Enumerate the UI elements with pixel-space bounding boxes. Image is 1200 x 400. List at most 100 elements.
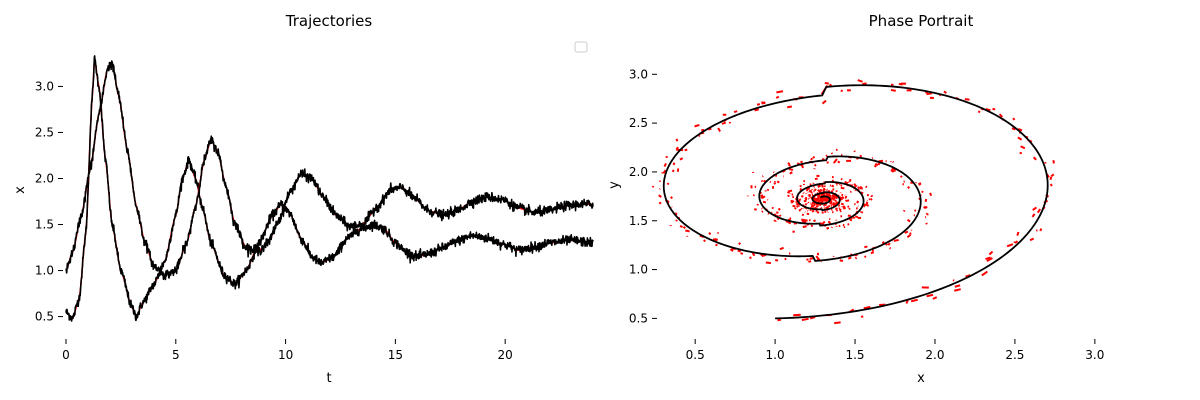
noisy-segment — [905, 299, 909, 304]
y-axis-label: y — [607, 181, 622, 189]
noisy-segment — [774, 219, 777, 223]
noisy-segment — [658, 201, 662, 205]
noisy-segment — [813, 163, 817, 167]
series-2-line — [65, 60, 594, 281]
noisy-segment — [753, 208, 757, 211]
noisy-segment — [800, 207, 803, 211]
noisy-segment — [835, 190, 838, 193]
noisy-segment — [816, 211, 820, 214]
noisy-segment — [801, 165, 805, 169]
noisy-segment — [771, 206, 774, 210]
noisy-segment — [859, 154, 863, 158]
noisy-segment — [954, 284, 961, 288]
noisy-segment — [822, 189, 826, 192]
noisy-segment — [906, 233, 912, 239]
noisy-segment — [840, 178, 843, 181]
noisy-segment — [842, 207, 846, 210]
noisy-segment — [788, 168, 794, 171]
noisy-segment — [907, 185, 911, 189]
noisy-segment — [775, 174, 778, 178]
x-tick-label: 2.5 — [1005, 348, 1024, 362]
noisy-segment — [986, 257, 993, 263]
noisy-segment — [799, 184, 802, 188]
noisy-segment — [1032, 206, 1038, 211]
noisy-segment — [789, 217, 792, 220]
noisy-segment — [778, 214, 782, 218]
noisy-segment — [1017, 128, 1023, 132]
noisy-segment — [810, 224, 814, 228]
noisy-segment — [808, 189, 812, 193]
noisy-segment — [811, 201, 814, 204]
y-tick-label: 1.5 — [629, 214, 648, 228]
noisy-segment — [823, 196, 826, 199]
noisy-segment — [846, 199, 850, 202]
noisy-segment — [808, 260, 812, 263]
x-tick-label: 0.5 — [686, 348, 705, 362]
noisy-segment — [808, 194, 812, 197]
noisy-segment — [754, 108, 759, 112]
noisy-segment — [873, 164, 877, 168]
noisy-segment — [802, 225, 807, 229]
noisy-segment — [811, 209, 815, 213]
noisy-segment — [779, 246, 784, 251]
noisy-segment — [877, 162, 881, 166]
noisy-segment — [1016, 231, 1020, 236]
noisy-segment — [802, 192, 805, 195]
noisy-segment — [822, 187, 826, 191]
x-tick-label: 3.0 — [1085, 348, 1104, 362]
noisy-segment — [903, 209, 906, 212]
noisy-segment — [921, 190, 924, 193]
noisy-segment — [788, 163, 792, 167]
noisy-segment — [853, 150, 856, 153]
noisy-segment — [1039, 228, 1043, 232]
noisy-segment — [833, 196, 836, 199]
noisy-segment — [769, 180, 772, 184]
noisy-segment — [788, 189, 793, 193]
noisy-segment — [909, 232, 912, 235]
noisy-segment — [830, 208, 833, 211]
noisy-segment — [658, 194, 662, 198]
noisy-segment — [773, 182, 777, 185]
noisy-segment — [697, 134, 701, 138]
y-tick-label: 0.5 — [35, 310, 54, 324]
noisy-segment — [832, 204, 836, 207]
noisy-segment — [926, 92, 933, 96]
noisy-segment — [717, 127, 721, 132]
noisy-segment — [808, 195, 811, 198]
noisy-segment — [828, 221, 832, 225]
noisy-segment — [813, 219, 816, 223]
noisy-segment — [832, 158, 838, 164]
noisy-segment — [794, 207, 797, 210]
noisy-segment — [828, 194, 832, 198]
noisy-segment — [943, 90, 947, 94]
noisy-segment — [749, 256, 752, 260]
noisy-segment — [874, 162, 879, 167]
noisy-segment — [834, 199, 837, 202]
noisy-segment — [822, 221, 826, 224]
x-tick-label: 1.0 — [766, 348, 785, 362]
y-tick-label: 2.5 — [629, 116, 648, 130]
noisy-segment — [913, 209, 917, 212]
noisy-segment — [733, 110, 738, 114]
noisy-segment — [801, 218, 808, 222]
noisy-segment — [900, 175, 903, 178]
noisy-segment — [1011, 127, 1016, 131]
noisy-segment — [662, 169, 667, 174]
noisy-segment — [866, 193, 870, 197]
noisy-segment — [820, 200, 823, 204]
noisy-segment — [787, 105, 793, 109]
noisy-segment — [703, 239, 706, 243]
noisy-segment — [675, 138, 679, 142]
noisy-segment — [824, 203, 827, 207]
noisy-segment — [796, 205, 799, 208]
x-axis-label: x — [917, 371, 925, 386]
noisy-segment — [751, 252, 756, 257]
noisy-segment — [839, 259, 844, 263]
noisy-segment — [904, 230, 909, 234]
noisy-segment — [777, 207, 781, 211]
noisy-segment — [821, 185, 824, 188]
noisy-segment — [762, 200, 767, 204]
noisy-segment — [857, 186, 860, 190]
noisy-segment — [1036, 208, 1042, 214]
